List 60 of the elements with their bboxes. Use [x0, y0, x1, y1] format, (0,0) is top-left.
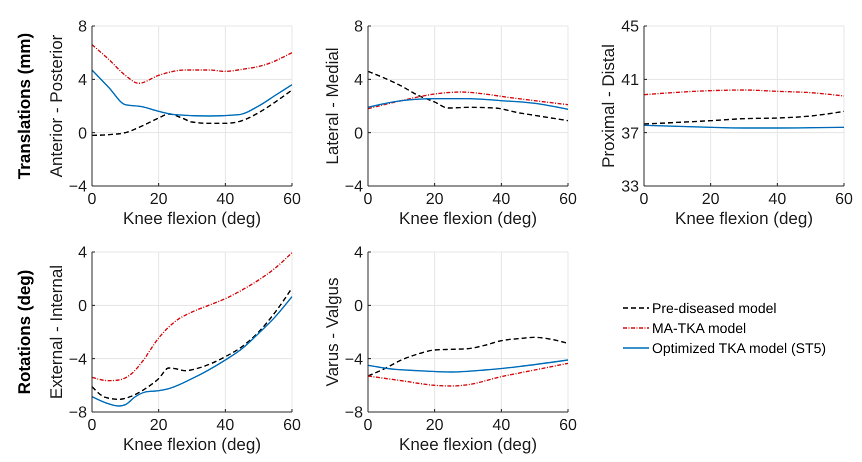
x-tick-label: 40 — [492, 191, 510, 208]
y-tick-label: 45 — [621, 18, 640, 36]
y-tick-label: 8 — [354, 18, 364, 36]
y-axis-title: Anterior - Posterior — [47, 34, 66, 178]
y-axis-title: Varus - Valgus — [323, 278, 342, 386]
line-series — [91, 89, 293, 136]
line-series — [91, 69, 293, 117]
text: Translations (mm) — [15, 32, 34, 180]
y-axis-title: Lateral - Medial — [323, 47, 342, 165]
legend-label: Optimized TKA model (ST5) — [652, 340, 826, 356]
y-tick-label: 33 — [621, 178, 640, 196]
x-tick-label: 60 — [559, 191, 577, 208]
y-tick-label: 0 — [78, 298, 88, 315]
line-series — [91, 44, 293, 84]
y-tick-label: 37 — [621, 125, 640, 142]
line-series — [367, 91, 569, 110]
y-axis-title: External - Internal — [47, 264, 66, 400]
line-series — [367, 362, 569, 387]
x-tick-label: 60 — [559, 417, 577, 434]
line-series — [643, 110, 845, 125]
y-tick-label: 4 — [78, 72, 88, 89]
legend-label: MA-TKA model — [652, 320, 746, 336]
y-tick-label: 4 — [354, 72, 364, 89]
x-axis-title: Knee flexion (deg) — [399, 209, 537, 228]
y-tick-label: −8 — [344, 404, 364, 422]
x-tick-label: 40 — [768, 191, 786, 208]
x-axis-title: Knee flexion (deg) — [123, 209, 261, 228]
x-axis-title: Knee flexion (deg) — [399, 435, 537, 454]
x-tick-label: 40 — [492, 417, 510, 434]
line-series — [367, 359, 569, 373]
y-tick-label: 0 — [78, 125, 88, 142]
x-tick-label: 60 — [283, 417, 301, 434]
x-axis-title: Knee flexion (deg) — [123, 435, 261, 454]
y-axis-title: Proximal - Distal — [599, 44, 618, 168]
x-tick-label: 40 — [216, 191, 234, 208]
y-tick-label: 0 — [354, 298, 364, 315]
y-tick-label: 4 — [354, 244, 364, 262]
y-tick-label: −4 — [344, 178, 364, 196]
y-tick-label: 0 — [354, 125, 364, 142]
legend-label: Pre-diseased model — [652, 300, 777, 316]
x-tick-label: 40 — [216, 417, 234, 434]
y-tick-label: 8 — [78, 18, 88, 36]
text: Rotations (deg) — [15, 270, 34, 394]
y-tick-label: 4 — [78, 244, 88, 262]
y-tick-label: 41 — [621, 72, 640, 89]
x-tick-label: 20 — [702, 191, 720, 208]
y-tick-label: −4 — [344, 351, 364, 368]
x-axis-title: Knee flexion (deg) — [675, 209, 813, 228]
y-tick-label: −4 — [68, 351, 88, 368]
x-tick-label: 20 — [150, 417, 168, 434]
x-tick-label: 20 — [426, 191, 444, 208]
line-series — [367, 98, 569, 110]
line-series — [367, 70, 569, 122]
y-tick-label: −4 — [68, 178, 88, 196]
y-tick-label: −8 — [68, 404, 88, 422]
x-tick-label: 20 — [150, 191, 168, 208]
x-tick-label: 60 — [283, 191, 301, 208]
x-tick-label: 60 — [835, 191, 853, 208]
line-series — [367, 336, 569, 377]
x-tick-label: 20 — [426, 417, 444, 434]
